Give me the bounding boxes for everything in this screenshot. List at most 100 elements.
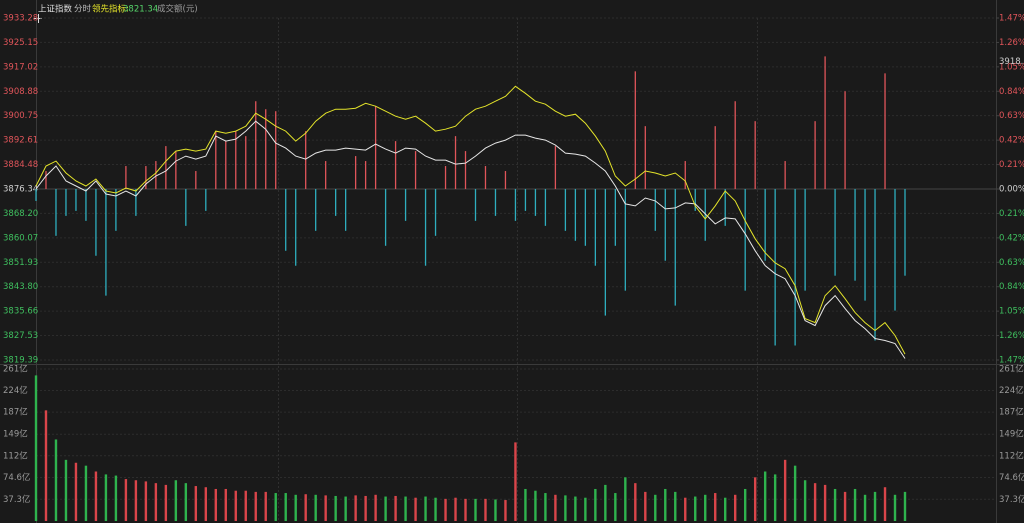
volume-bar: [793, 465, 797, 521]
volume-bar: [124, 479, 128, 521]
volume-bar: [144, 481, 148, 521]
volume-bar: [654, 494, 657, 521]
volume-bar: [833, 488, 837, 521]
y-tick-label: 3925.15: [3, 38, 38, 48]
volume-bar: [284, 493, 287, 521]
indicator-value: 3821.34: [123, 5, 158, 15]
volume-bar: [174, 480, 178, 521]
volume-bar: [504, 500, 507, 521]
y2-tick-label: 1.26%: [999, 38, 1024, 48]
volume-bar: [544, 493, 547, 521]
volume-bar: [234, 490, 237, 521]
volume-bar: [164, 484, 168, 521]
y2-tick-label: 0.63%: [999, 258, 1024, 268]
volume-bar: [474, 498, 477, 521]
volume-bar: [384, 496, 387, 521]
y-tick-label: 3876.34: [3, 184, 38, 194]
indicator-name: 领先指标:: [92, 4, 129, 15]
price-marker: 3918.8: [999, 57, 1024, 67]
volume-bar: [753, 477, 757, 521]
volume-bar: [524, 488, 527, 521]
y-tick-label: 3860.07: [3, 233, 38, 243]
y-tick-label: 224亿: [3, 385, 28, 396]
mode-label[interactable]: 分时: [74, 4, 92, 15]
volume-bar: [684, 497, 687, 521]
y2-tick-label: 187亿: [999, 407, 1024, 418]
y2-tick-label: 1.47%: [999, 14, 1024, 24]
volume-bar: [94, 471, 98, 521]
y2-tick-label: 0.84%: [999, 87, 1024, 97]
y-tick-label: 3868.20: [3, 209, 38, 219]
volume-bar: [194, 486, 198, 521]
y2-tick-label: 0.21%: [999, 160, 1024, 170]
y-tick-label: 74.6亿: [3, 472, 30, 483]
volume-bar: [763, 471, 767, 521]
y2-tick-label: 0.42%: [999, 233, 1024, 243]
volume-bar: [534, 490, 537, 521]
volume-bar: [783, 459, 787, 521]
y-tick-label: 112亿: [3, 450, 28, 461]
volume-bar: [404, 496, 407, 521]
volume-bar: [54, 439, 58, 521]
volume-bar: [813, 483, 817, 521]
deviation-bars: [35, 56, 906, 346]
volume-bar: [863, 494, 867, 521]
volume-bar: [803, 480, 807, 521]
volume-bar: [44, 410, 48, 521]
y-tick-label: 37.3亿: [3, 494, 30, 505]
volume-bar: [394, 495, 397, 521]
volume-bar: [434, 497, 437, 521]
y-tick-label: 3933.28: [3, 14, 38, 24]
volume-bar: [704, 494, 707, 521]
volume-bar: [254, 491, 257, 521]
volume-bar: [74, 462, 78, 521]
volume-bar: [304, 494, 307, 521]
volume-bar: [224, 488, 227, 521]
y2-tick-label: 1.05%: [999, 307, 1024, 317]
volume-bar: [893, 494, 897, 521]
y-tick-label: 3827.53: [3, 331, 38, 341]
y-tick-label: 3917.02: [3, 62, 38, 72]
volume-bar: [184, 483, 188, 521]
volume-bar: [853, 488, 857, 521]
volume-bar: [584, 497, 587, 521]
volume-bar: [314, 494, 317, 521]
y-tick-label: 3851.93: [3, 258, 38, 268]
y2-tick-label: 1.26%: [999, 331, 1024, 341]
y2-tick-label: 0.21%: [999, 209, 1024, 219]
volume-bar: [694, 496, 697, 521]
y-tick-label: 3843.80: [3, 282, 38, 292]
y-tick-label: 3819.39: [3, 356, 38, 366]
volume-bar: [464, 498, 467, 521]
index-name[interactable]: 上证指数: [38, 4, 73, 15]
y2-tick-label: 37.3亿: [999, 494, 1024, 505]
volume-bar: [264, 491, 267, 521]
volume-bar: [324, 495, 327, 521]
volume-bar: [883, 487, 887, 521]
y2-tick-label: 0.00%: [999, 185, 1024, 195]
y2-tick-label: 149亿: [999, 429, 1024, 440]
price-line: [35, 85, 906, 355]
volume-bar: [444, 498, 447, 521]
volume-bar: [843, 491, 847, 521]
y2-tick-label: 1.05%: [999, 62, 1024, 72]
volume-bar: [34, 375, 38, 521]
volume-bar: [344, 496, 347, 521]
y-tick-label: 3908.88: [3, 87, 38, 97]
volume-bar: [634, 483, 637, 521]
volume-bar: [724, 497, 727, 521]
volume-bar: [214, 488, 217, 521]
volume-bar: [773, 474, 777, 521]
y-tick-label: 3892.61: [3, 136, 38, 146]
volume-bar: [714, 493, 717, 521]
volume-bar: [624, 477, 627, 521]
volume-bar: [244, 490, 247, 521]
volume-bar: [604, 484, 607, 521]
volume-bar: [644, 491, 647, 521]
volume-bar: [294, 494, 297, 521]
volume-bar: [574, 496, 577, 521]
volume-bar: [114, 475, 118, 521]
y-tick-label: 3835.66: [3, 307, 38, 317]
